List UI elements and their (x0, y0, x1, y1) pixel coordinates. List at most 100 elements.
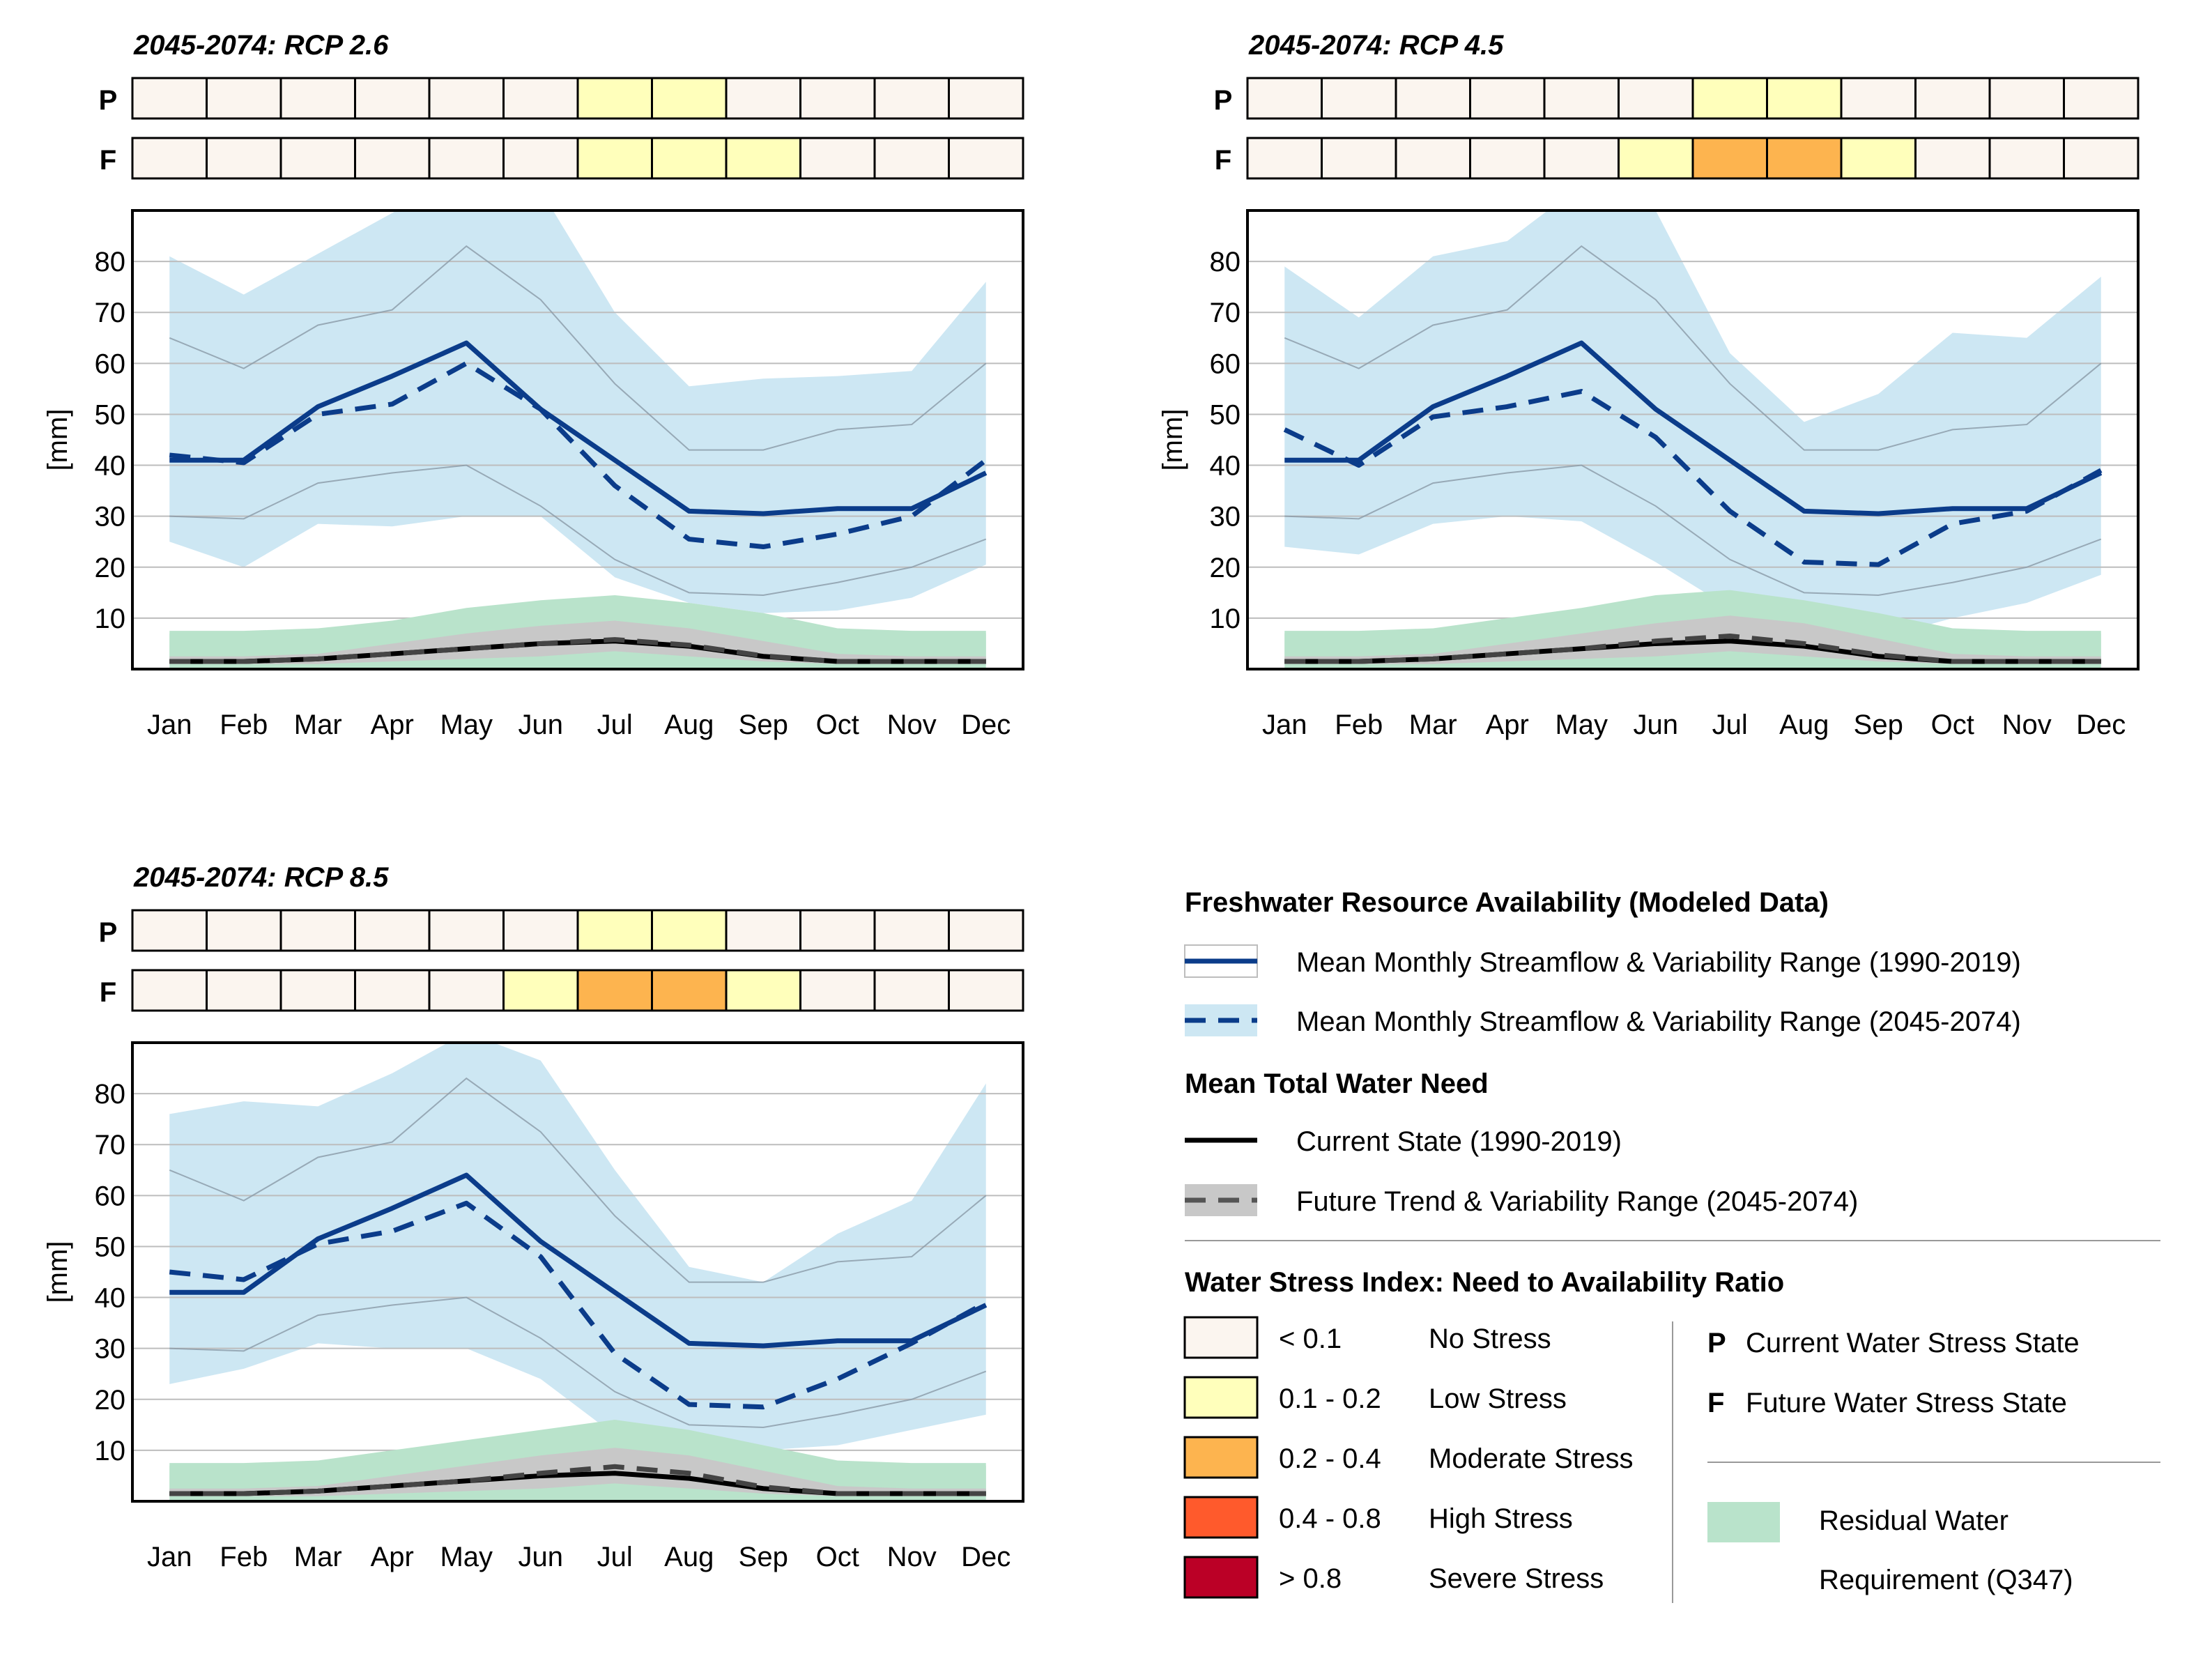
legend-stress-classes: < 0.1 No Stress 0.1 - 0.2 Low Stress 0.2 - 0… (1183, 1316, 1633, 1599)
stress-cell-apr (354, 969, 431, 1012)
x-tick-label-mar: Mar (294, 1542, 342, 1572)
x-tick-label-jul: Jul (597, 710, 633, 740)
x-tick-label-apr: Apr (371, 1542, 414, 1572)
legend-stress-swatch (1183, 1376, 1259, 1419)
stress-cell-dec (948, 969, 1024, 1012)
x-tick-label-dec: Dec (961, 1542, 1011, 1572)
stress-cell-mar (279, 909, 356, 952)
plot-frame (1246, 209, 2140, 670)
stress-cell-jun (502, 909, 579, 952)
stress-cell-nov (1988, 137, 2065, 180)
chart-panel-2: 2045-2074: RCP 4.5 PF 10 20 30 40 50 60 70 80 [mm]… (1158, 30, 2140, 740)
stress-cell-jun (502, 969, 579, 1012)
x-tick-label-dec: Dec (2076, 710, 2126, 740)
legend-stress-label: Low Stress (1429, 1383, 1567, 1414)
legend-stress-swatch (1183, 1496, 1259, 1539)
streamflow-future-range-band (169, 1043, 986, 1450)
legend-stress-range: > 0.8 (1279, 1563, 1342, 1594)
stress-cell-may (428, 909, 505, 952)
chart-title: 2045-2074: RCP 4.5 (1248, 30, 1504, 61)
stress-cell-jun (502, 77, 579, 120)
stress-cell-sep (725, 77, 801, 120)
x-tick-label-apr: Apr (371, 710, 414, 740)
stress-cell-nov (873, 77, 950, 120)
streamflow-hist-range-lower (1284, 464, 2102, 596)
legend-stress-range: 0.1 - 0.2 (1279, 1383, 1381, 1414)
y-tick-label-20: 20 (95, 553, 126, 583)
x-tick-label-oct: Oct (1931, 710, 1974, 740)
y-axis-label: [mm] (1158, 409, 1188, 471)
plot-frame (131, 209, 1024, 670)
x-tick-label-jan: Jan (1262, 710, 1307, 740)
stress-cell-feb (1321, 137, 1397, 180)
stress-cell-sep (1840, 77, 1917, 120)
stress-cell-jun (502, 137, 579, 180)
y-tick-label-20: 20 (1210, 553, 1241, 583)
stress-cell-may (1543, 137, 1620, 180)
stress-cell-mar (279, 137, 356, 180)
stress-cell-jun (1618, 137, 1694, 180)
stress-cell-nov (873, 969, 950, 1012)
y-tick-label-70: 70 (95, 1130, 126, 1160)
y-axis-label: [mm] (43, 1241, 73, 1303)
x-tick-label-jul: Jul (1712, 710, 1748, 740)
stress-cell-nov (1988, 77, 2065, 120)
stress-cell-feb (206, 77, 282, 120)
stress-cell-oct (799, 137, 876, 180)
x-tick-label-sep: Sep (739, 710, 788, 740)
stress-cell-jul (576, 77, 653, 120)
legend-need-current-item: Current State (1990-2019) (1185, 1126, 1622, 1157)
streamflow-hist-range-lower (169, 1296, 987, 1428)
stress-cell-mar (1395, 137, 1471, 180)
x-tick-label-jun: Jun (519, 710, 564, 740)
stress-cell-may (428, 77, 505, 120)
y-tick-label-50: 50 (1210, 399, 1241, 430)
legend-streamflow-hist-item: Mean Monthly Streamflow & Variability Ra… (1184, 944, 2021, 978)
y-tick-label-10: 10 (95, 604, 126, 634)
plot-frame (131, 1041, 1024, 1503)
stress-cell-oct (799, 909, 876, 952)
stress-cell-dec (948, 909, 1024, 952)
stress-cell-dec (948, 137, 1024, 180)
stress-cell-jun (1618, 77, 1694, 120)
stress-row-F: F (100, 137, 1024, 180)
streamflow-future-line (1283, 389, 2103, 567)
legend-residual-line1: Residual Water (1819, 1505, 2009, 1536)
x-tick-label-may: May (440, 710, 493, 740)
stress-row-P: P (99, 909, 1024, 952)
x-tick-label-sep: Sep (739, 1542, 788, 1572)
x-tick-label-nov: Nov (887, 1542, 937, 1572)
x-tick-label-jun: Jun (1634, 710, 1679, 740)
x-tick-label-may: May (1555, 710, 1608, 740)
legend-streamflow-hist-label: Mean Monthly Streamflow & Variability Ra… (1296, 947, 2021, 978)
stress-cell-sep (1840, 137, 1917, 180)
legend-stress-swatch (1183, 1316, 1259, 1359)
x-tick-label-jul: Jul (597, 1542, 633, 1572)
stress-cell-jul (576, 909, 653, 952)
y-tick-label-40: 40 (95, 451, 126, 482)
stress-cell-jul (576, 969, 653, 1012)
stress-cell-oct (1914, 137, 1991, 180)
stress-cell-nov (873, 909, 950, 952)
stress-cell-jul (576, 137, 653, 180)
stress-cell-aug (1766, 137, 1843, 180)
y-tick-label-20: 20 (95, 1385, 126, 1416)
stress-cell-sep (725, 137, 801, 180)
y-tick-label-50: 50 (95, 1232, 126, 1262)
stress-cell-feb (1321, 77, 1397, 120)
stress-cell-mar (1395, 77, 1471, 120)
y-tick-label-40: 40 (95, 1283, 126, 1314)
legend-residual-swatch (1707, 1502, 1780, 1542)
stress-cell-jan (131, 137, 208, 180)
y-tick-label-60: 60 (95, 348, 126, 379)
streamflow-hist-range-lower (169, 464, 987, 596)
stress-cell-jan (131, 969, 208, 1012)
legend-streamflow-future-label: Mean Monthly Streamflow & Variability Ra… (1296, 1006, 2021, 1037)
stress-cell-feb (206, 909, 282, 952)
x-tick-label-jan: Jan (147, 1542, 192, 1572)
stress-cell-oct (799, 969, 876, 1012)
x-tick-label-apr: Apr (1486, 710, 1529, 740)
stress-row-label: F (1215, 145, 1231, 176)
stress-cell-apr (354, 909, 431, 952)
